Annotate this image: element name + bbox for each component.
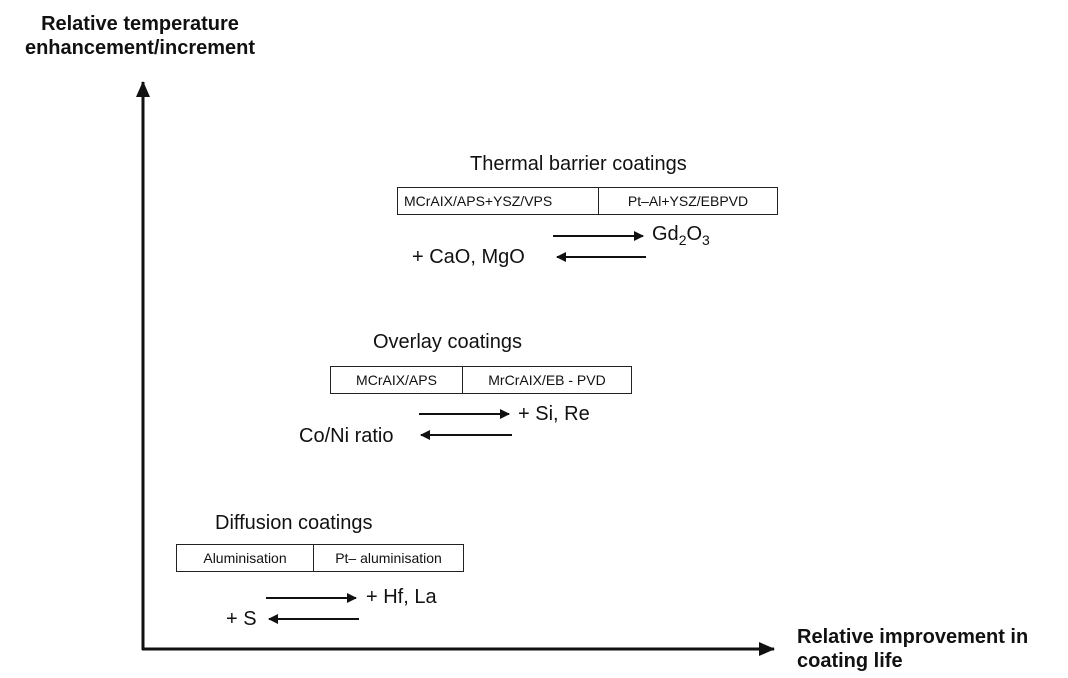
- x-axis-label-line2: coating life: [797, 650, 903, 672]
- overlay-right-label: + Si, Re: [518, 403, 590, 425]
- x-axis-label-line1: Relative improvement in: [797, 626, 1029, 648]
- diffusion-box-2: Pt– aluminisation: [313, 545, 463, 571]
- overlay-boxes: MCrAIX/APS MrCrAIX/EB - PVD: [330, 366, 632, 394]
- x-axis-label: Relative improvement in coating life: [797, 625, 1028, 673]
- diffusion-right-label: + Hf, La: [366, 586, 437, 608]
- thermal-box-2: Pt–Al+YSZ/EBPVD: [598, 188, 777, 214]
- y-axis-label-line2: enhancement/increment: [24, 37, 256, 59]
- overlay-left-label: Co/Ni ratio: [299, 425, 394, 447]
- overlay-box-2: MrCrAIX/EB - PVD: [462, 367, 631, 393]
- y-axis-label-line1: Relative temperature: [41, 13, 239, 35]
- thermal-left-label: + CaO, MgO: [412, 246, 525, 268]
- overlay-box-1: MCrAIX/APS: [356, 372, 437, 388]
- diffusion-box-1: Aluminisation: [203, 550, 287, 566]
- overlay-title: Overlay coatings: [373, 331, 522, 353]
- diffusion-boxes: Aluminisation Pt– aluminisation: [176, 544, 464, 572]
- diffusion-left-label: + S: [226, 608, 257, 630]
- thermal-box-1: MCrAIX/APS+YSZ/VPS: [404, 193, 553, 209]
- thermal-barrier-title: Thermal barrier coatings: [470, 153, 687, 175]
- diffusion-title: Diffusion coatings: [215, 512, 373, 534]
- thermal-right-label: Gd2O3: [652, 223, 710, 248]
- thermal-barrier-boxes: MCrAIX/APS+YSZ/VPS Pt–Al+YSZ/EBPVD: [397, 187, 778, 215]
- y-axis-label: Relative temperature enhancement/increme…: [0, 12, 280, 60]
